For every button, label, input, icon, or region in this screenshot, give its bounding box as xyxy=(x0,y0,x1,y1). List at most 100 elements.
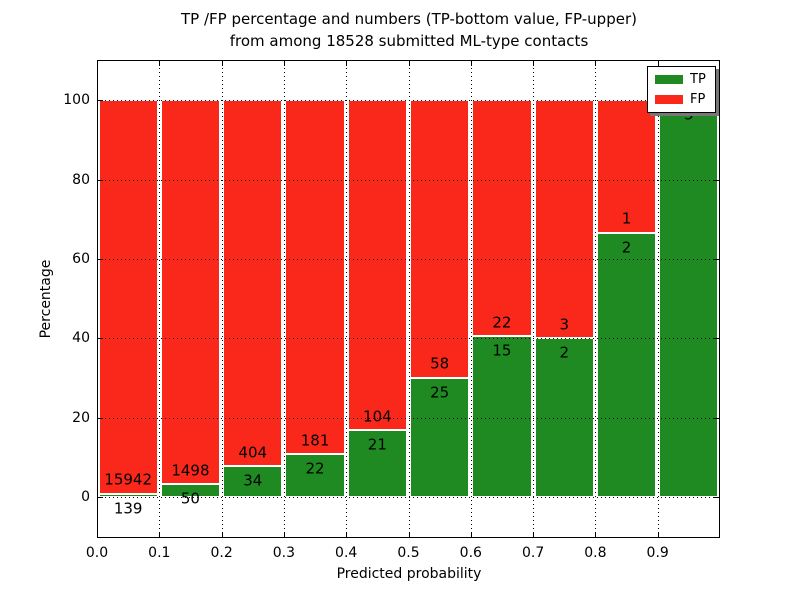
x-tick-mark xyxy=(470,61,472,66)
chart-title: TP /FP percentage and numbers (TP-bottom… xyxy=(181,8,637,52)
y-gridline xyxy=(97,179,720,181)
tp-count-label: 2 xyxy=(559,343,570,362)
x-tick-mark xyxy=(657,532,659,537)
y-tick-mark xyxy=(714,338,719,340)
x-tick-mark xyxy=(533,61,535,66)
tp-count-label: 34 xyxy=(243,471,263,490)
x-tick-mark xyxy=(595,532,597,537)
fp-count-label: 104 xyxy=(363,407,392,426)
y-tick-mark xyxy=(98,100,103,102)
fp-bar-segment xyxy=(534,100,594,339)
legend-label-tp: TP xyxy=(690,72,706,87)
x-tick-mark xyxy=(97,61,98,66)
tp-color-swatch-icon xyxy=(655,75,683,84)
x-tick-label: 0.2 xyxy=(210,545,233,561)
y-tick-label: 40 xyxy=(72,330,90,347)
y-tick-mark xyxy=(98,497,103,499)
fp-bar-segment xyxy=(347,100,407,431)
y-tick-mark xyxy=(714,417,719,419)
x-tick-label: 0.1 xyxy=(148,545,171,561)
y-tick-label: 60 xyxy=(72,250,90,267)
fp-bar-segment xyxy=(98,100,158,494)
x-tick-label: 0.8 xyxy=(584,545,607,561)
y-tick-mark xyxy=(98,179,103,181)
tp-count-label: 21 xyxy=(367,435,387,454)
y-gridline xyxy=(97,258,720,260)
y-tick-mark xyxy=(714,258,719,260)
y-gridline xyxy=(97,417,720,419)
x-tick-mark xyxy=(159,532,161,537)
fp-count-label: 58 xyxy=(430,354,450,373)
x-tick-label: 0.0 xyxy=(85,545,109,561)
x-tick-mark xyxy=(221,532,223,537)
tp-bar-segment xyxy=(472,336,532,497)
fp-count-label: 1 xyxy=(621,209,632,228)
x-axis-label: Predicted probability xyxy=(336,566,482,582)
tp-bar-segment xyxy=(347,430,407,497)
y-tick-label: 100 xyxy=(63,92,90,109)
x-tick-mark xyxy=(346,61,348,66)
tp-count-label: 25 xyxy=(430,383,450,402)
x-tick-mark xyxy=(159,61,161,66)
y-tick-mark xyxy=(98,338,103,340)
x-gridline xyxy=(595,60,597,538)
fp-bar-segment xyxy=(223,100,283,467)
x-tick-mark xyxy=(97,532,98,537)
tp-bar-segment xyxy=(410,377,470,497)
x-gridline xyxy=(533,60,535,538)
y-tick-mark xyxy=(714,497,719,499)
y-gridline xyxy=(97,338,720,340)
fp-bar-segment xyxy=(285,100,345,454)
x-tick-label: 0.3 xyxy=(272,545,296,561)
x-tick-mark xyxy=(533,532,535,537)
y-tick-mark xyxy=(98,258,103,260)
tp-count-label: 5 xyxy=(684,105,694,124)
x-gridline xyxy=(283,60,285,538)
fp-count-label: 15942 xyxy=(104,470,152,489)
fp-count-label: 22 xyxy=(492,313,512,332)
chart-title-line2: from among 18528 submitted ML-type conta… xyxy=(229,32,589,50)
fp-count-label: 1498 xyxy=(171,461,210,480)
tp-bar-segment xyxy=(223,466,283,497)
x-gridline xyxy=(657,60,659,538)
y-tick-mark xyxy=(714,100,719,102)
x-tick-label: 0.5 xyxy=(397,545,420,561)
y-tick-mark xyxy=(98,417,103,419)
x-tick-mark xyxy=(221,61,223,66)
tp-bar-segment xyxy=(659,100,719,497)
chart-title-line1: TP /FP percentage and numbers (TP-bottom… xyxy=(181,10,637,28)
fp-bar-segment xyxy=(472,100,532,337)
x-tick-label: 0.7 xyxy=(521,545,545,561)
fp-bar-segment xyxy=(410,100,470,378)
tp-bar-segment xyxy=(98,493,158,497)
y-tick-label: 20 xyxy=(72,409,90,426)
x-tick-mark xyxy=(346,532,348,537)
legend-label-fp: FP xyxy=(690,92,706,107)
tp-bar-segment xyxy=(596,232,657,497)
x-gridline xyxy=(470,60,472,538)
legend-item-tp: TP xyxy=(655,73,708,86)
x-tick-mark xyxy=(657,61,659,66)
tp-bar-segment xyxy=(160,484,221,497)
x-gridline xyxy=(346,60,348,538)
x-tick-label: 0.4 xyxy=(335,545,358,561)
x-gridline xyxy=(221,60,223,538)
x-tick-mark xyxy=(470,532,472,537)
x-tick-mark xyxy=(408,532,410,537)
x-tick-mark xyxy=(283,532,285,537)
y-tick-mark xyxy=(714,179,719,181)
fp-count-label: 3 xyxy=(559,315,570,334)
tp-count-label: 2 xyxy=(621,238,632,257)
y-tick-label: 0 xyxy=(81,489,90,506)
x-tick-label: 0.9 xyxy=(646,545,669,561)
x-tick-label: 0.6 xyxy=(459,545,482,561)
y-tick-label: 80 xyxy=(72,171,90,188)
tp-count-label: 15 xyxy=(492,341,512,360)
fp-color-swatch-icon xyxy=(655,95,683,104)
tp-count-label: 22 xyxy=(305,459,325,478)
